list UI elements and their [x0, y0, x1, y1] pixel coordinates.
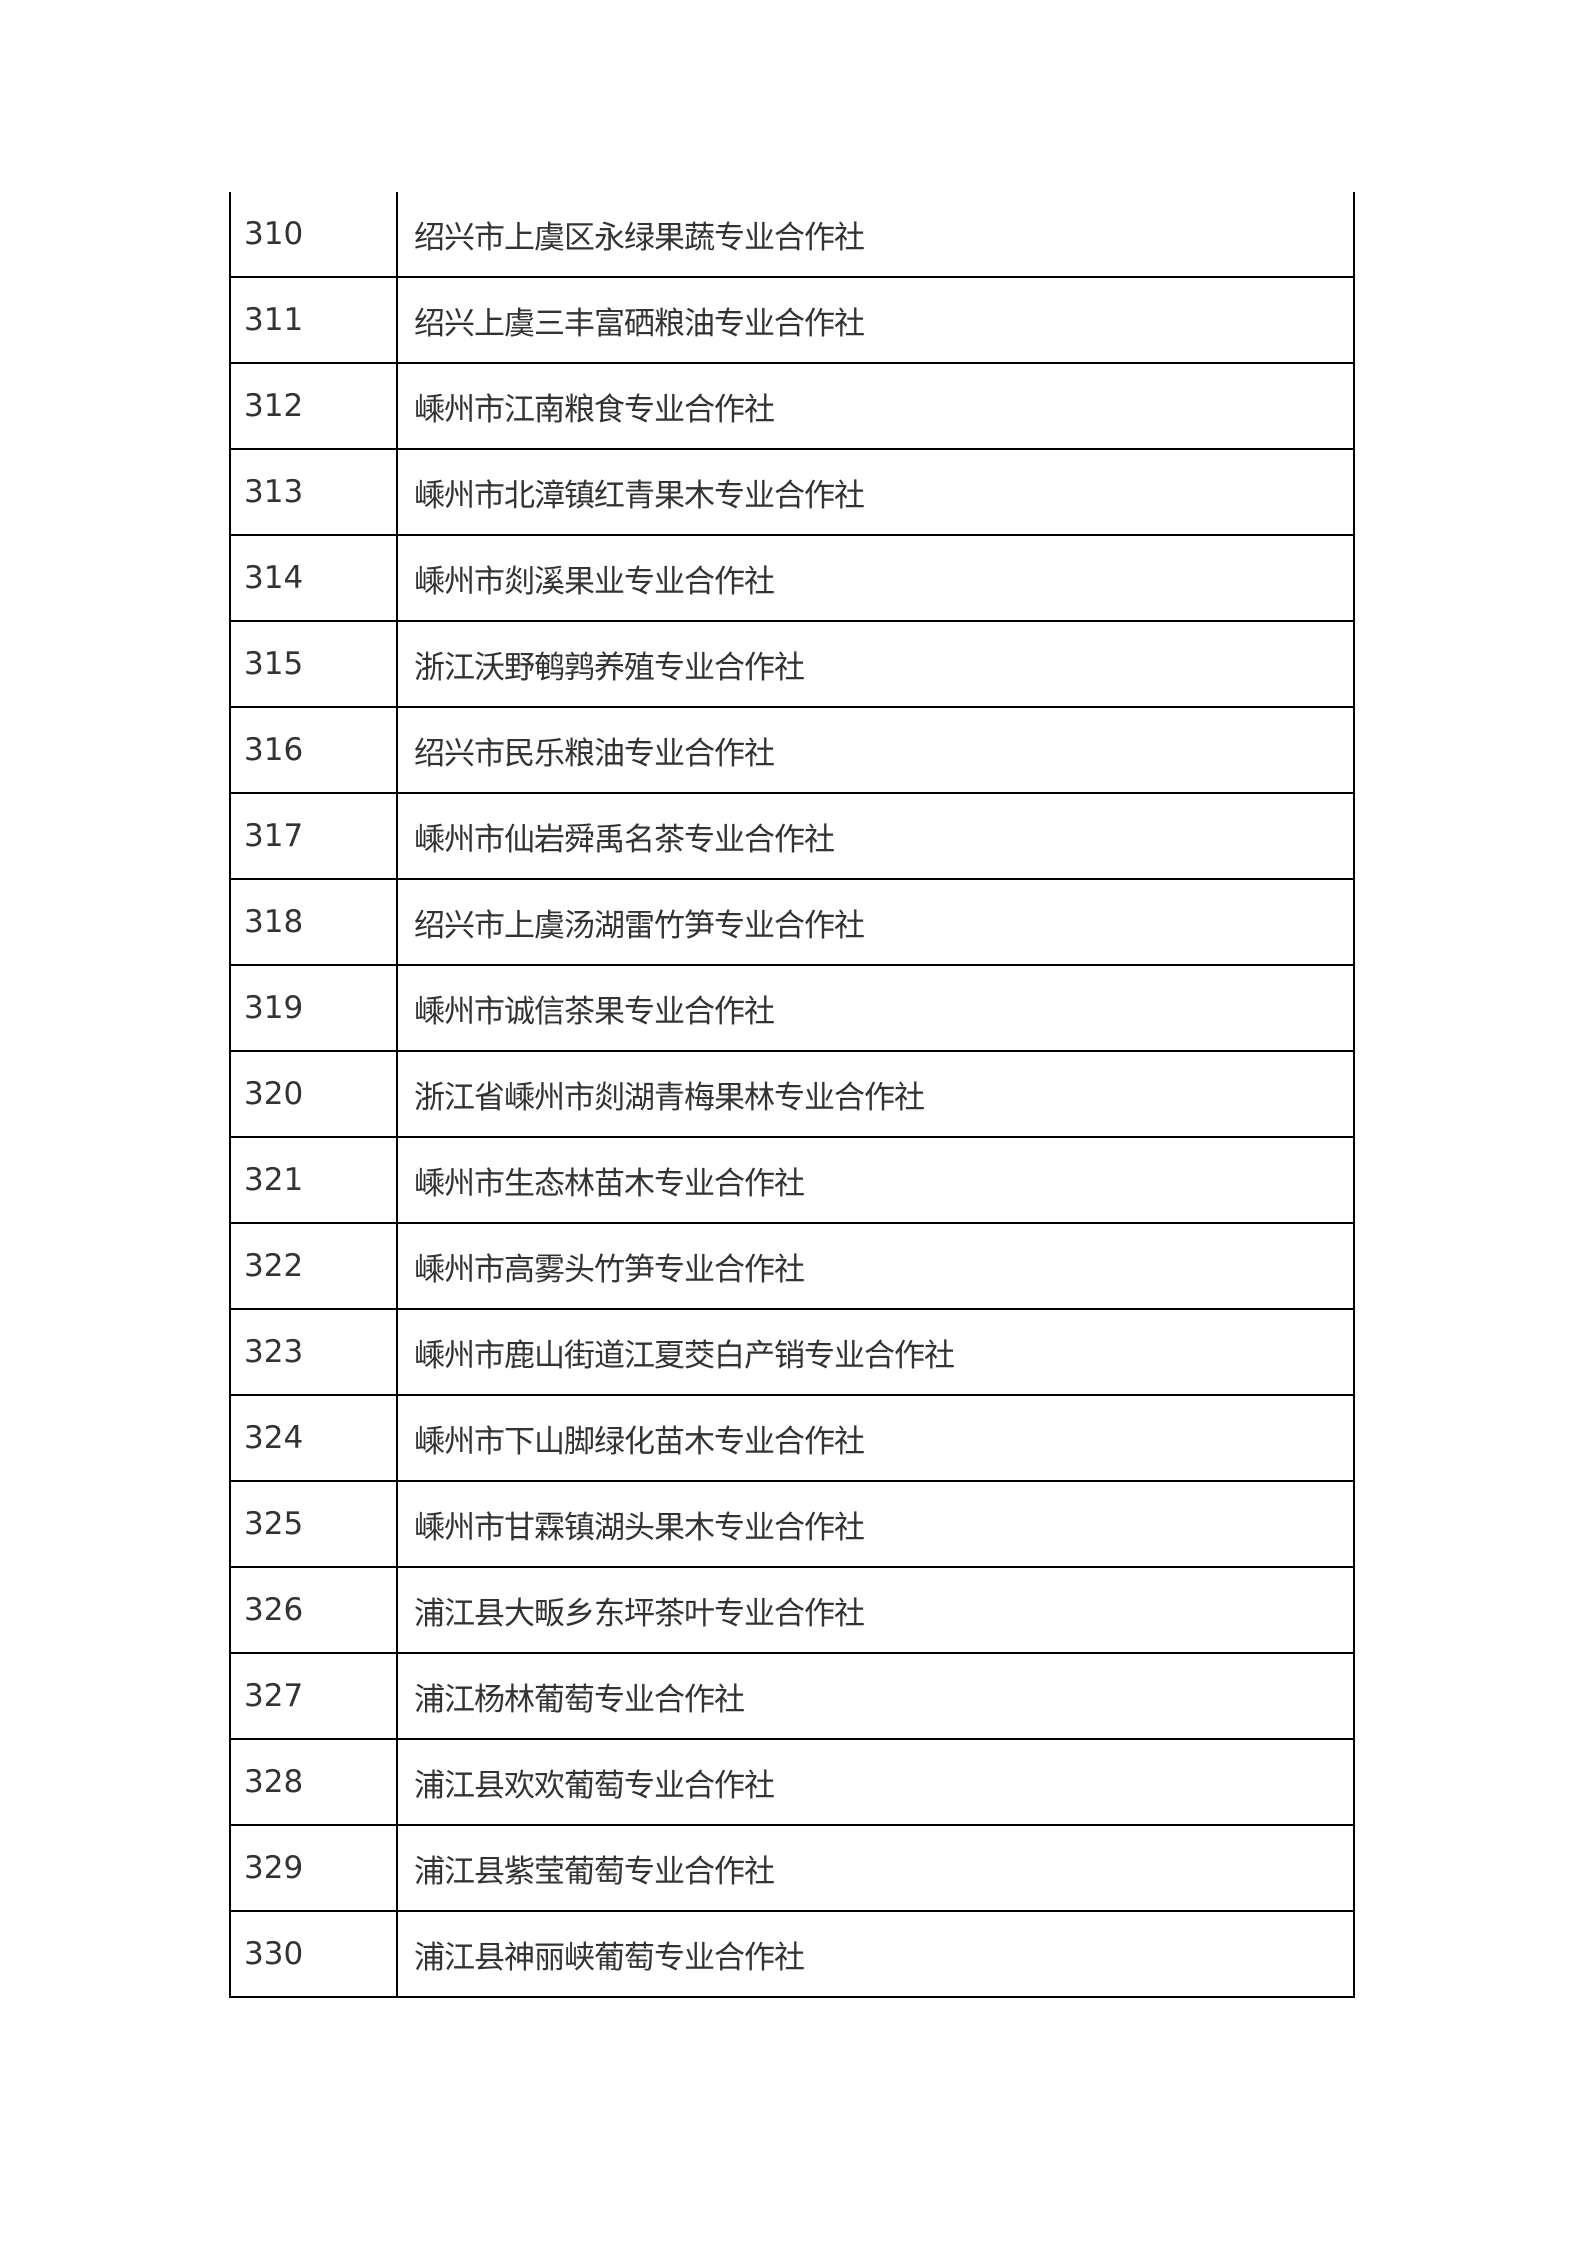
row-number: 314: [231, 536, 398, 620]
row-number: 325: [231, 1482, 398, 1566]
cooperative-name: 浙江省嵊州市剡湖青梅果林专业合作社: [414, 1079, 925, 1116]
row-number: 327: [231, 1654, 398, 1738]
table-row: 328 浦江县欢欢葡萄专业合作社: [231, 1740, 1353, 1826]
cooperative-name: 浦江杨林葡萄专业合作社: [414, 1681, 745, 1718]
row-number: 324: [231, 1396, 398, 1480]
row-number: 311: [231, 278, 398, 362]
table-row: 314 嵊州市剡溪果业专业合作社: [231, 536, 1353, 622]
cooperative-name: 浦江县神丽峡葡萄专业合作社: [414, 1939, 805, 1976]
row-number: 321: [231, 1138, 398, 1222]
table-row: 324 嵊州市下山脚绿化苗木专业合作社: [231, 1396, 1353, 1482]
cooperative-name: 嵊州市高雾头竹笋专业合作社: [414, 1251, 805, 1288]
table-row: 321 嵊州市生态林苗木专业合作社: [231, 1138, 1353, 1224]
row-number: 310: [231, 192, 398, 276]
cooperative-name: 绍兴市上虞区永绿果蔬专业合作社: [414, 219, 865, 256]
row-number: 328: [231, 1740, 398, 1824]
cooperative-name: 嵊州市北漳镇红青果木专业合作社: [414, 477, 865, 514]
cooperative-name: 嵊州市仙岩舜禹名茶专业合作社: [414, 821, 835, 858]
table-row: 329 浦江县紫莹葡萄专业合作社: [231, 1826, 1353, 1912]
table-row: 322 嵊州市高雾头竹笋专业合作社: [231, 1224, 1353, 1310]
cooperative-name: 绍兴上虞三丰富硒粮油专业合作社: [414, 305, 865, 342]
cooperative-name: 绍兴市上虞汤湖雷竹笋专业合作社: [414, 907, 865, 944]
cooperative-name: 嵊州市江南粮食专业合作社: [414, 391, 775, 428]
cooperative-table: 310 绍兴市上虞区永绿果蔬专业合作社 311 绍兴上虞三丰富硒粮油专业合作社 312 嵊…: [229, 192, 1355, 1998]
row-number: 318: [231, 880, 398, 964]
cooperative-name: 嵊州市剡溪果业专业合作社: [414, 563, 775, 600]
table-row: 310 绍兴市上虞区永绿果蔬专业合作社: [231, 192, 1353, 278]
row-number: 330: [231, 1912, 398, 1996]
cooperative-name: 绍兴市民乐粮油专业合作社: [414, 735, 775, 772]
row-number: 319: [231, 966, 398, 1050]
cooperative-name: 嵊州市鹿山街道江夏茭白产销专业合作社: [414, 1337, 955, 1374]
row-number: 313: [231, 450, 398, 534]
table-row: 313 嵊州市北漳镇红青果木专业合作社: [231, 450, 1353, 536]
table-row: 327 浦江杨林葡萄专业合作社: [231, 1654, 1353, 1740]
row-number: 326: [231, 1568, 398, 1652]
cooperative-name: 嵊州市诚信茶果专业合作社: [414, 993, 775, 1030]
table-row: 319 嵊州市诚信茶果专业合作社: [231, 966, 1353, 1052]
table-row: 325 嵊州市甘霖镇湖头果木专业合作社: [231, 1482, 1353, 1568]
table-row: 317 嵊州市仙岩舜禹名茶专业合作社: [231, 794, 1353, 880]
cooperative-name: 浙江沃野鹌鹑养殖专业合作社: [414, 649, 805, 686]
table-row: 315 浙江沃野鹌鹑养殖专业合作社: [231, 622, 1353, 708]
table-row: 312 嵊州市江南粮食专业合作社: [231, 364, 1353, 450]
cooperative-name: 浦江县欢欢葡萄专业合作社: [414, 1767, 775, 1804]
row-number: 317: [231, 794, 398, 878]
row-number: 320: [231, 1052, 398, 1136]
cooperative-name: 嵊州市下山脚绿化苗木专业合作社: [414, 1423, 865, 1460]
table-row: 323 嵊州市鹿山街道江夏茭白产销专业合作社: [231, 1310, 1353, 1396]
cooperative-name: 浦江县紫莹葡萄专业合作社: [414, 1853, 775, 1890]
row-number: 329: [231, 1826, 398, 1910]
row-number: 322: [231, 1224, 398, 1308]
table-row: 330 浦江县神丽峡葡萄专业合作社: [231, 1912, 1353, 1998]
table-row: 326 浦江县大畈乡东坪茶叶专业合作社: [231, 1568, 1353, 1654]
cooperative-name: 嵊州市甘霖镇湖头果木专业合作社: [414, 1509, 865, 1546]
row-number: 323: [231, 1310, 398, 1394]
cooperative-name: 浦江县大畈乡东坪茶叶专业合作社: [414, 1595, 865, 1632]
cooperative-name: 嵊州市生态林苗木专业合作社: [414, 1165, 805, 1202]
table-row: 318 绍兴市上虞汤湖雷竹笋专业合作社: [231, 880, 1353, 966]
table-row: 320 浙江省嵊州市剡湖青梅果林专业合作社: [231, 1052, 1353, 1138]
table-row: 311 绍兴上虞三丰富硒粮油专业合作社: [231, 278, 1353, 364]
row-number: 315: [231, 622, 398, 706]
row-number: 312: [231, 364, 398, 448]
row-number: 316: [231, 708, 398, 792]
table-row: 316 绍兴市民乐粮油专业合作社: [231, 708, 1353, 794]
